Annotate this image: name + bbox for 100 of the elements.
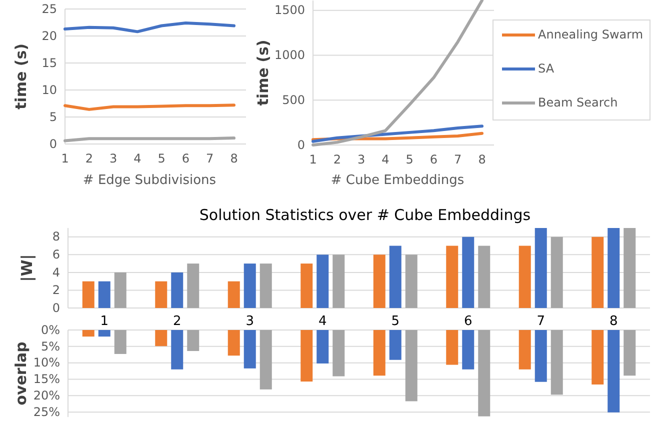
x-tick-label: 8 <box>478 152 486 167</box>
y-tick-label: 0 <box>297 138 305 152</box>
y-tick-label: 4 <box>52 265 60 280</box>
bar <box>405 254 418 308</box>
bar <box>446 330 458 365</box>
y-tick-label: 0% <box>40 322 60 337</box>
y-axis-title: overlap <box>12 341 30 406</box>
line-series <box>312 124 484 143</box>
bar <box>534 228 547 308</box>
x-tick-label: 4 <box>134 152 142 166</box>
bar <box>114 330 126 354</box>
bar <box>187 330 200 352</box>
y-tick-label: 6 <box>52 248 60 262</box>
bar <box>405 330 418 402</box>
bar <box>518 246 531 308</box>
y-tick-label: 8 <box>52 230 60 244</box>
y-tick-label: 15 <box>42 56 57 70</box>
x-axis-title: # Edge Subdivisions <box>82 173 216 188</box>
bar <box>155 330 168 346</box>
x-tick-label: 8 <box>230 152 238 166</box>
legend-label: Annealing Swarm <box>538 27 644 42</box>
bar <box>518 330 531 370</box>
bar <box>550 236 563 308</box>
x-tick-label: 2 <box>172 314 182 329</box>
x-tick-label: 6 <box>430 152 438 167</box>
legend-label: Beam Search <box>538 95 618 110</box>
bar <box>98 330 110 337</box>
bar <box>260 330 272 390</box>
x-tick-label: 1 <box>309 152 317 167</box>
y-tick-label: 1000 <box>274 48 305 62</box>
bar <box>244 330 256 368</box>
chart-title: Solution Statistics over # Cube Embeddings <box>199 206 531 224</box>
x-tick-label: 3 <box>246 314 254 329</box>
bar <box>332 330 345 376</box>
x-axis-title: # Cube Embeddings <box>330 173 464 188</box>
x-tick-label: 8 <box>609 314 618 329</box>
bar <box>316 330 329 364</box>
bar <box>478 330 490 416</box>
y-tick-label: 2 <box>52 283 60 298</box>
y-tick-label: 20 <box>42 28 57 43</box>
y-tick-label: 0 <box>52 300 60 315</box>
bar <box>389 330 402 360</box>
bar <box>316 254 329 308</box>
bar <box>373 254 386 308</box>
bar <box>534 330 547 382</box>
y-tick-label: 25 <box>42 2 57 16</box>
bar <box>373 330 386 376</box>
bar <box>187 264 200 308</box>
bar <box>592 330 604 384</box>
bar <box>114 272 126 308</box>
x-tick-label: 1 <box>61 152 69 166</box>
bar <box>332 254 345 308</box>
bar <box>228 330 240 356</box>
legend-label: SA <box>538 61 555 76</box>
bar <box>608 330 620 412</box>
bar <box>462 236 474 308</box>
bar <box>624 330 636 376</box>
x-tick-label: 6 <box>182 152 190 166</box>
bar <box>478 246 490 308</box>
bar <box>608 228 620 308</box>
bar <box>82 281 94 308</box>
x-tick-label: 4 <box>318 314 327 329</box>
x-tick-label: 7 <box>206 152 214 166</box>
y-axis-title: time (s) <box>12 44 30 110</box>
bar <box>171 272 184 308</box>
x-tick-label: 1 <box>100 314 109 329</box>
y-tick-label: 25% <box>33 404 60 419</box>
y-tick-label: 5% <box>40 339 60 354</box>
x-tick-label: 2 <box>333 152 341 167</box>
bar <box>300 330 313 382</box>
bar <box>244 264 256 308</box>
bar <box>171 330 184 370</box>
y-tick-label: 20% <box>33 388 60 402</box>
bar <box>624 228 636 308</box>
bar <box>592 236 604 308</box>
bar <box>228 281 240 308</box>
bar <box>300 264 313 308</box>
y-tick-label: 500 <box>282 92 305 107</box>
x-tick-label: 3 <box>357 152 366 167</box>
x-tick-label: 6 <box>464 314 472 329</box>
y-tick-label: 0 <box>49 136 57 151</box>
bar <box>462 330 474 370</box>
x-tick-label: 7 <box>454 152 462 167</box>
bar <box>155 281 168 308</box>
x-tick-label: 7 <box>536 314 546 329</box>
x-tick-label: 4 <box>382 152 390 167</box>
x-tick-label: 5 <box>158 152 166 166</box>
y-tick-label: 15% <box>33 372 60 386</box>
y-tick-label: 1500 <box>274 3 305 18</box>
bar <box>260 264 272 308</box>
x-tick-label: 3 <box>109 152 118 166</box>
bar <box>446 246 458 308</box>
line-series <box>64 22 236 34</box>
bar <box>389 246 402 308</box>
x-tick-label: 5 <box>406 152 414 167</box>
line-series <box>312 0 484 146</box>
y-axis-title: time (s) <box>254 40 272 106</box>
y-axis-title: |W| <box>18 254 36 282</box>
y-tick-label: 5 <box>49 110 57 124</box>
bar <box>82 330 94 337</box>
